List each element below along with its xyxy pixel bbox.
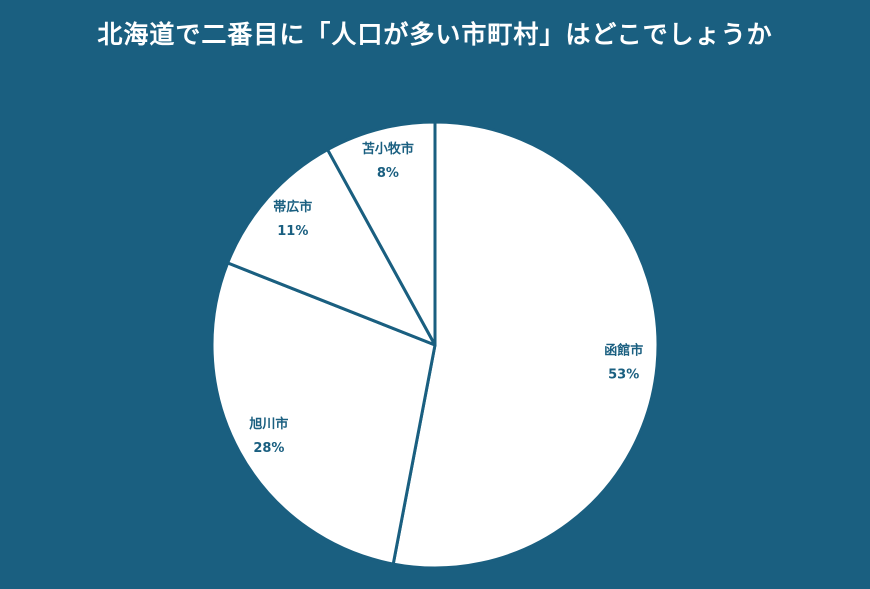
value-label: 53% — [608, 367, 639, 382]
pie-slice — [226, 148, 437, 347]
slice-label: 函館市 — [604, 342, 643, 358]
chart-title: 北海道で二番目に「人口が多い市町村」はどこでしょうか — [97, 20, 773, 49]
value-label: 28% — [253, 441, 284, 456]
value-label: 11% — [277, 224, 308, 239]
slice-label: 旭川市 — [248, 416, 288, 432]
pie-slice — [326, 120, 437, 347]
slice-label: 苫小牧市 — [362, 141, 414, 157]
slice-label: 帯広市 — [273, 199, 312, 215]
value-label: 8% — [377, 166, 399, 181]
pie-slice — [391, 120, 660, 570]
pie-slice — [210, 261, 437, 566]
